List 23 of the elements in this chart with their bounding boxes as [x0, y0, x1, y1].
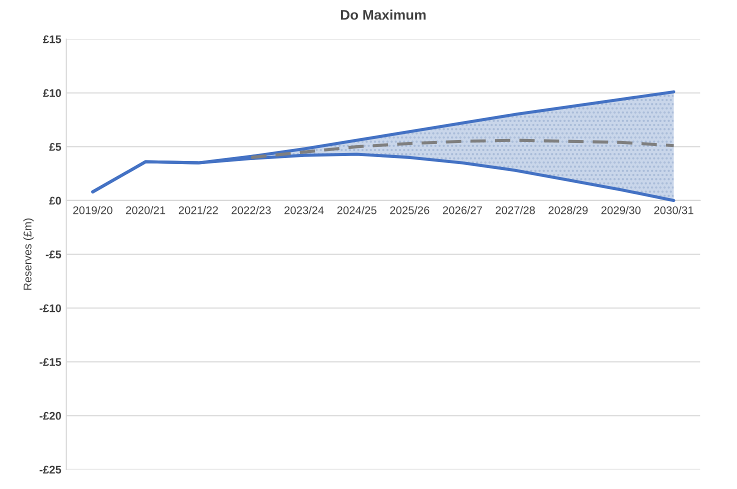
- x-tick-label: 2021/22: [178, 206, 218, 214]
- x-tick-label: 2024/25: [337, 206, 376, 214]
- y-tick-label: £10: [43, 89, 62, 98]
- y-tick-label: -£15: [40, 358, 62, 366]
- x-tick-label: 2026/27: [442, 206, 482, 214]
- y-tick-label: £0: [49, 196, 62, 205]
- y-tick-label: £15: [43, 35, 62, 44]
- y-tick-label: -£5: [46, 250, 62, 258]
- y-tick-label: -£25: [40, 466, 62, 474]
- x-tick-label: 2030/31: [654, 206, 694, 214]
- y-axis-title: Reserves (£m): [23, 218, 34, 290]
- x-tick-label: 2022/23: [232, 206, 271, 214]
- x-tick-label: 2029/30: [601, 206, 641, 214]
- x-tick-label: 2020/21: [126, 206, 166, 214]
- chart-title: Do Maximum: [340, 10, 426, 20]
- y-tick-label: -£10: [40, 304, 62, 312]
- x-tick-label: 2023/24: [284, 206, 324, 214]
- x-tick-label: 2025/26: [390, 206, 430, 214]
- y-tick-label: -£20: [40, 412, 62, 420]
- x-tick-label: 2028/29: [548, 206, 588, 214]
- x-tick-label: 2027/28: [496, 206, 535, 214]
- y-tick-label: £5: [49, 142, 62, 151]
- x-tick-label: 2019/20: [73, 206, 112, 214]
